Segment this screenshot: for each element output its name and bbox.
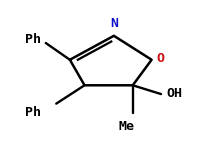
Text: Ph: Ph [25,106,41,119]
Text: O: O [157,52,165,66]
Text: Me: Me [118,120,134,133]
Text: N: N [110,17,118,30]
Text: OH: OH [166,87,182,100]
Text: Ph: Ph [25,33,41,46]
